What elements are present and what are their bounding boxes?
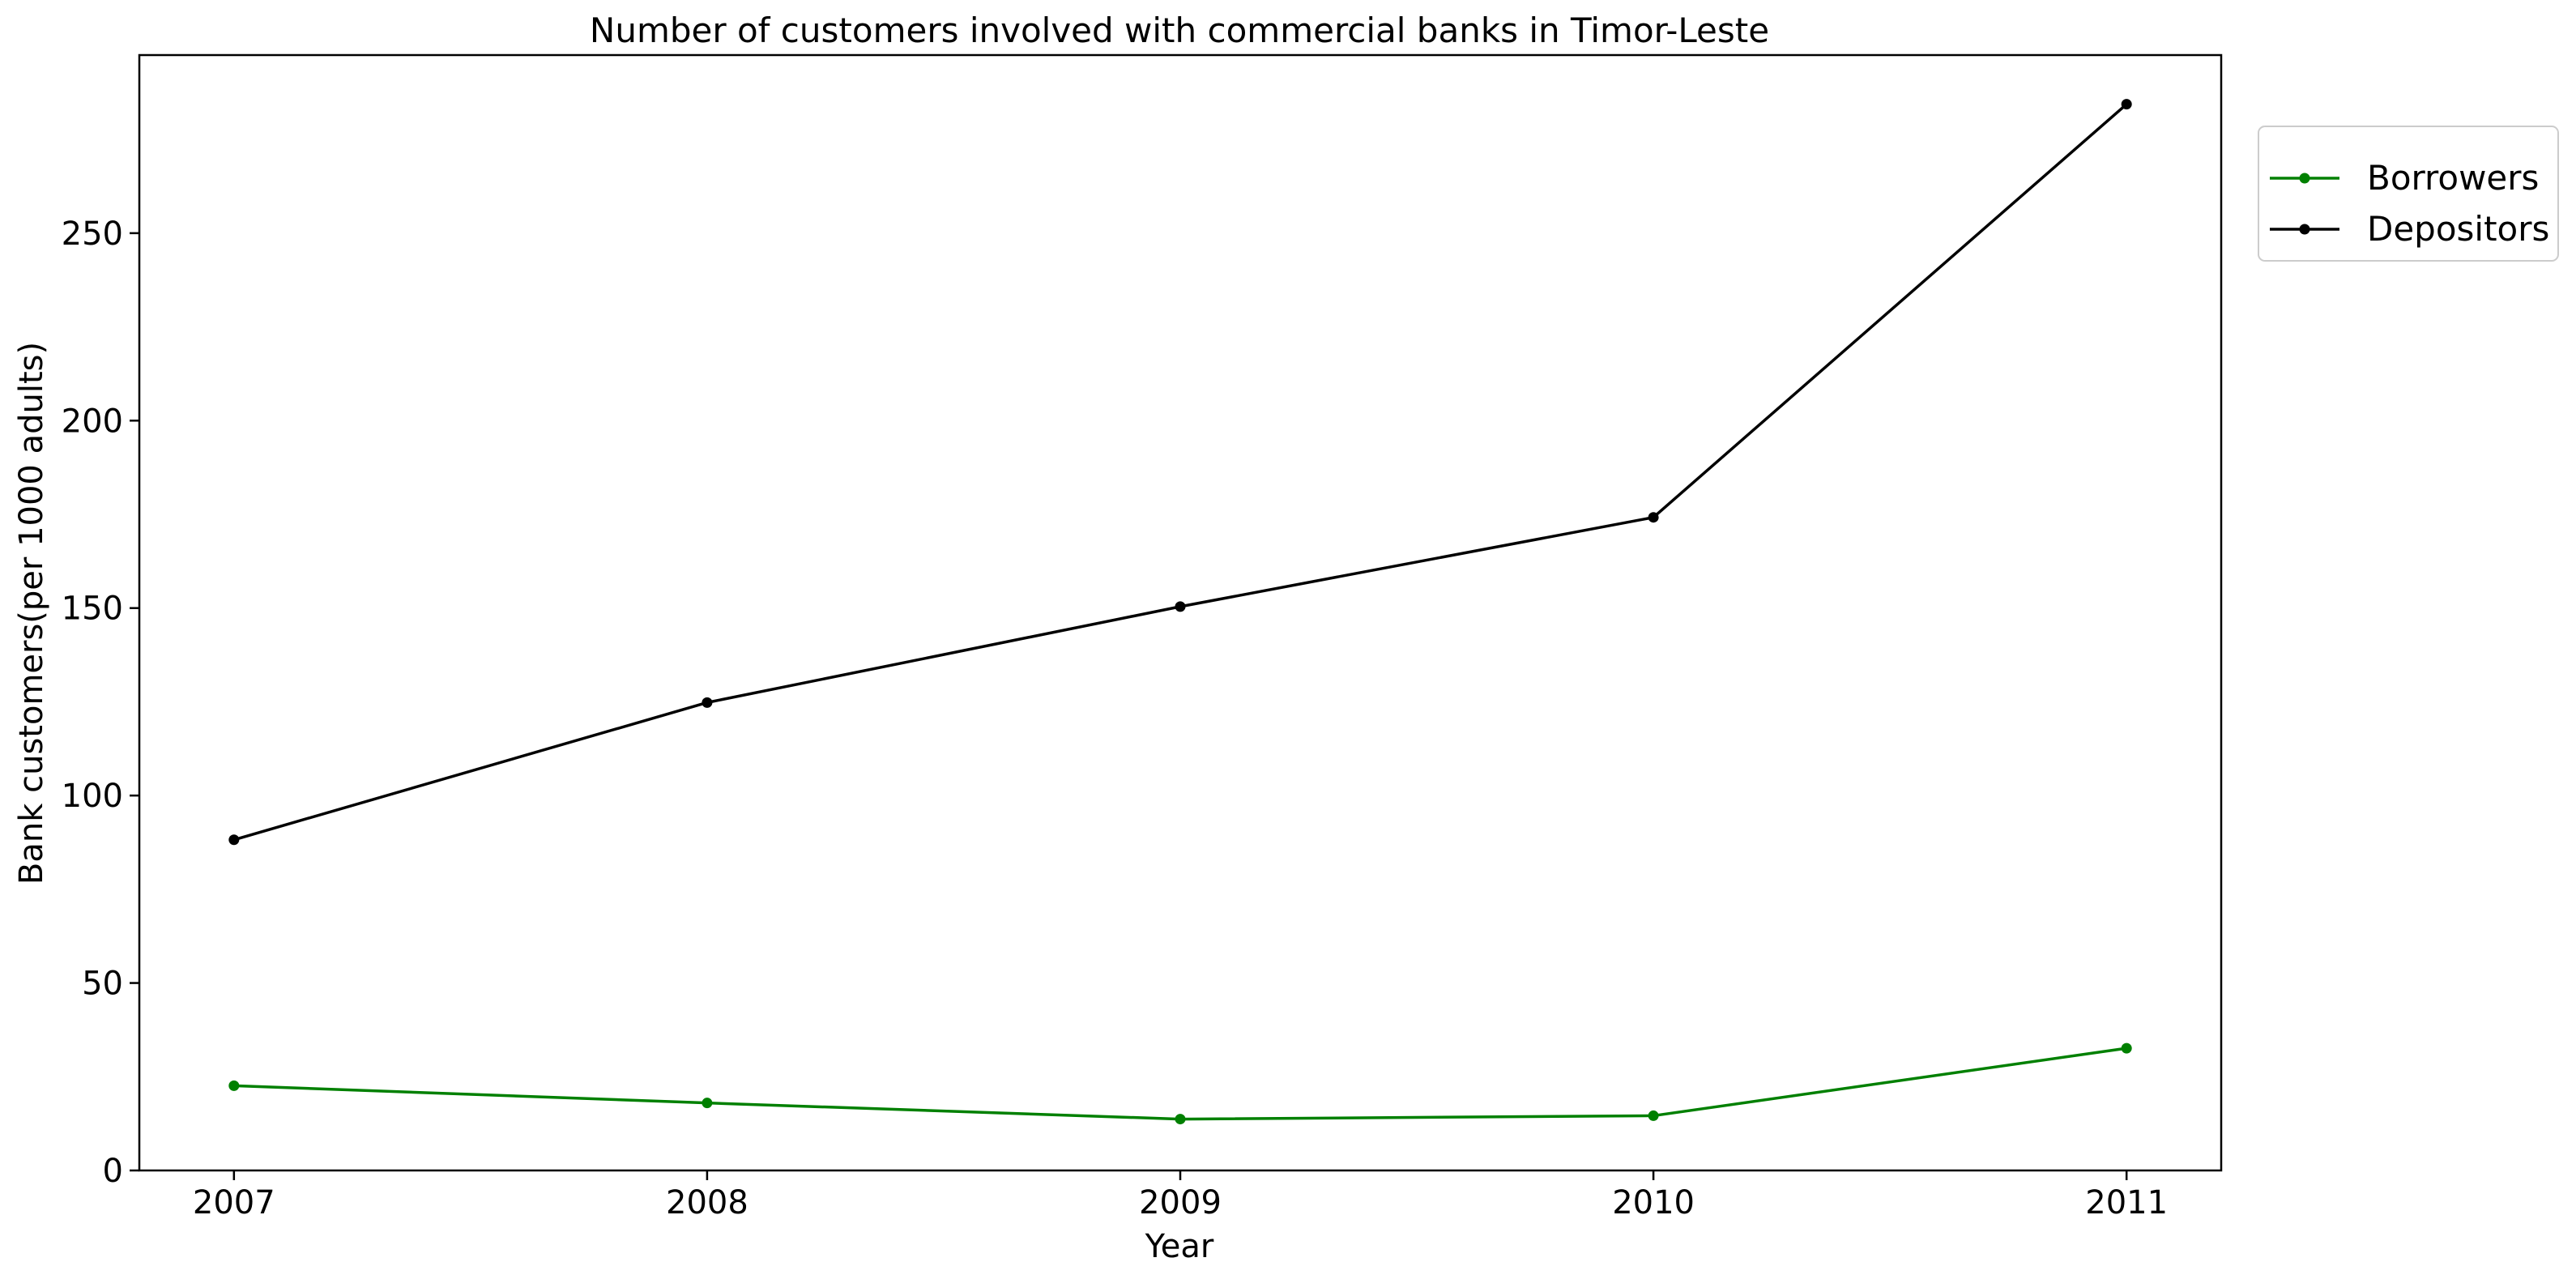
x-tick-label: 2010	[1612, 1184, 1695, 1221]
borrowers-point	[702, 1098, 713, 1109]
chart-title: Number of customers involved with commer…	[590, 11, 1769, 50]
legend-swatch-marker	[2299, 224, 2310, 235]
legend-swatch-marker	[2299, 173, 2310, 184]
series-layer	[228, 99, 2132, 1125]
x-tick-label: 2011	[2085, 1184, 2168, 1221]
borrowers-point	[228, 1080, 240, 1091]
y-tick-label: 100	[62, 778, 123, 815]
depositors-point	[228, 834, 240, 846]
y-axis-title: Bank customers(per 1000 adults)	[13, 342, 50, 885]
series-borrowers	[228, 1042, 2132, 1125]
x-axis-title: Year	[1145, 1228, 1214, 1265]
y-tick-label: 250	[62, 215, 123, 253]
depositors-point	[1175, 601, 1186, 612]
y-tick-label: 150	[62, 590, 123, 628]
legend-item-depositors: Depositors	[2270, 209, 2549, 249]
legend-item-borrowers: Borrowers	[2270, 158, 2539, 198]
borrowers-point	[2121, 1042, 2132, 1054]
x-tick-label: 2007	[193, 1184, 275, 1221]
borrowers-point	[1648, 1110, 1659, 1121]
x-axis: 2007 2008 2009 2010 2011	[193, 1170, 2168, 1221]
legend-label: Depositors	[2367, 209, 2549, 249]
y-tick-label: 0	[103, 1153, 123, 1190]
legend: Borrowers Depositors	[2258, 126, 2559, 262]
x-tick-label: 2008	[666, 1184, 748, 1221]
series-depositors	[228, 99, 2132, 846]
depositors-point	[702, 697, 713, 708]
x-tick-label: 2009	[1139, 1184, 1222, 1221]
y-axis: 0 50 100 150 200 250	[62, 215, 139, 1190]
depositors-point	[2121, 99, 2132, 110]
legend-box	[2258, 126, 2559, 262]
depositors-point	[1648, 512, 1659, 523]
y-tick-label: 200	[62, 403, 123, 440]
borrowers-point	[1175, 1114, 1186, 1125]
legend-label: Borrowers	[2367, 158, 2539, 198]
y-tick-label: 50	[82, 966, 123, 1003]
